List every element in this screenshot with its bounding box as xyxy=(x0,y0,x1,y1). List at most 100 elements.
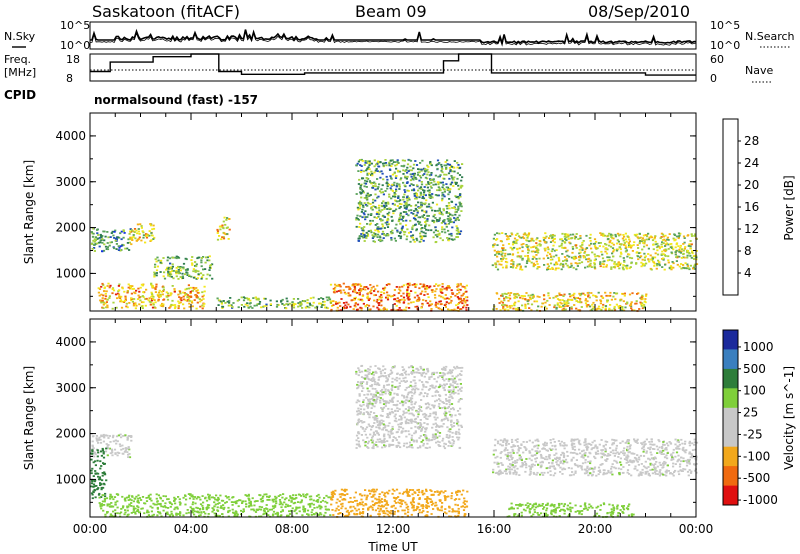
heatmap-cell xyxy=(384,495,387,498)
heatmap-cell xyxy=(545,235,548,238)
heatmap-cell xyxy=(140,301,144,304)
heatmap-cell xyxy=(381,510,384,513)
heatmap-cell xyxy=(398,188,401,190)
heatmap-cell xyxy=(354,491,357,494)
heatmap-cell xyxy=(120,508,123,510)
heatmap-cell xyxy=(575,300,578,302)
heatmap-cell xyxy=(404,175,407,178)
heatmap-cell xyxy=(679,232,682,235)
heatmap-cell xyxy=(579,245,582,248)
heatmap-cell xyxy=(369,222,372,225)
heatmap-cell xyxy=(661,233,665,236)
heatmap-cell xyxy=(402,211,405,213)
heatmap-cell xyxy=(462,292,465,295)
heatmap-cell xyxy=(309,304,312,306)
heatmap-cell xyxy=(369,492,372,495)
heatmap-cell xyxy=(413,176,416,179)
heatmap-cell xyxy=(544,241,547,244)
heatmap-cell xyxy=(511,259,514,261)
heatmap-cell xyxy=(438,219,441,221)
heatmap-cell xyxy=(415,197,418,200)
heatmap-cell xyxy=(402,499,405,502)
heatmap-cell xyxy=(402,296,406,299)
heatmap-cell xyxy=(359,289,363,292)
heatmap-cell xyxy=(420,224,423,226)
heatmap-cell xyxy=(389,187,392,190)
power-colorbar-tick-label: 12 xyxy=(744,222,759,236)
heatmap-cell xyxy=(530,309,533,312)
heatmap-cell xyxy=(536,244,539,247)
heatmap-cell xyxy=(656,253,660,256)
heatmap-cell xyxy=(112,440,115,443)
heatmap-cell xyxy=(177,307,180,310)
heatmap-cell xyxy=(197,273,200,276)
heatmap-cell xyxy=(438,208,441,210)
heatmap-cell xyxy=(458,490,461,493)
heatmap-cell xyxy=(99,233,102,236)
heatmap-cell xyxy=(262,305,265,308)
heatmap-cell xyxy=(115,442,118,445)
heatmap-cell xyxy=(443,297,446,300)
heatmap-cell xyxy=(612,266,616,268)
heatmap-cell xyxy=(101,282,104,285)
heatmap-cell xyxy=(363,421,366,423)
heatmap-cell xyxy=(103,239,106,242)
heatmap-cell xyxy=(428,191,431,194)
heatmap-cell xyxy=(674,246,677,249)
heatmap-cell xyxy=(191,256,194,258)
heatmap-cell xyxy=(383,372,386,374)
heatmap-cell xyxy=(378,170,381,173)
heatmap-cell xyxy=(90,472,93,475)
heatmap-cell xyxy=(549,241,553,243)
heatmap-cell xyxy=(458,194,462,196)
heatmap-cell xyxy=(573,296,576,299)
heatmap-cell xyxy=(448,410,451,413)
heatmap-cell xyxy=(166,298,170,301)
heatmap-cell xyxy=(200,511,203,513)
heatmap-cell xyxy=(142,283,145,286)
heatmap-cell xyxy=(451,226,454,229)
heatmap-cell xyxy=(496,255,499,258)
heatmap-cell xyxy=(387,492,390,495)
heatmap-cell xyxy=(354,283,357,285)
heatmap-cell xyxy=(237,306,240,309)
heatmap-cell xyxy=(438,232,441,235)
heatmap-cell xyxy=(421,195,424,198)
heatmap-cell xyxy=(509,297,512,300)
heatmap-cell xyxy=(368,400,372,403)
heatmap-cell xyxy=(584,302,588,305)
heatmap-cell xyxy=(566,305,569,307)
heatmap-cell xyxy=(221,236,224,239)
heatmap-cell xyxy=(154,287,157,290)
heatmap-cell xyxy=(355,292,359,294)
noise-sky-trace xyxy=(90,28,697,46)
heatmap-cell xyxy=(584,299,587,302)
heatmap-cell xyxy=(150,293,154,295)
heatmap-cell xyxy=(453,238,456,241)
heatmap-cell xyxy=(516,292,519,295)
heatmap-cell xyxy=(638,242,641,245)
heatmap-cell xyxy=(448,198,451,200)
heatmap-cell xyxy=(113,230,116,233)
heatmap-cell xyxy=(683,237,686,239)
heatmap-cell xyxy=(420,183,424,186)
heatmap-cell xyxy=(150,282,153,285)
heatmap-cell xyxy=(93,480,96,483)
heatmap-cell xyxy=(166,513,169,516)
heatmap-cell xyxy=(213,497,216,499)
heatmap-cell xyxy=(359,204,362,207)
heatmap-cell xyxy=(263,305,266,307)
heatmap-cell xyxy=(683,247,686,250)
heatmap-cell xyxy=(419,232,422,235)
heatmap-cell xyxy=(459,367,462,369)
heatmap-cell xyxy=(116,512,119,515)
heatmap-cell xyxy=(424,299,428,302)
heatmap-cell xyxy=(419,216,422,219)
heatmap-cell xyxy=(207,513,210,515)
heatmap-cell xyxy=(430,206,433,209)
heatmap-cell xyxy=(368,164,371,166)
heatmap-cell xyxy=(613,292,616,294)
heatmap-cell xyxy=(288,302,291,305)
heatmap-cell xyxy=(364,444,367,447)
heatmap-cell xyxy=(385,205,388,207)
